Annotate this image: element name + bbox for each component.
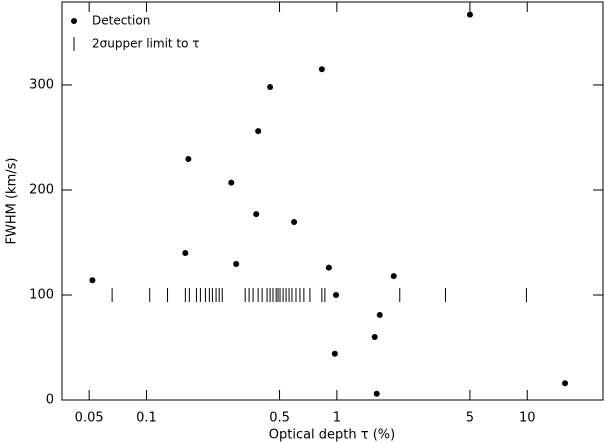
- point: [71, 18, 77, 24]
- point: [253, 211, 260, 218]
- y-axis-title: FWHM (km/s): [5, 158, 20, 245]
- point: [255, 128, 262, 135]
- point: [325, 264, 332, 271]
- point: [373, 390, 380, 397]
- x-axis-title: Optical depth τ (%): [269, 428, 395, 443]
- point: [466, 11, 473, 18]
- x-tick-label: 5: [466, 411, 474, 426]
- point: [331, 350, 338, 357]
- y-tick-label: 0: [46, 393, 54, 408]
- point: [371, 333, 378, 340]
- plot-frame: [61, 1, 604, 401]
- x-tick-label: 0.1: [136, 411, 157, 426]
- x-tick-label: 0.05: [75, 411, 104, 426]
- y-tick-label: 200: [29, 182, 54, 197]
- y-tick-label: 100: [29, 287, 54, 302]
- y-tick-label: 300: [29, 77, 54, 92]
- point: [376, 311, 383, 318]
- point: [318, 66, 325, 73]
- point: [233, 261, 240, 268]
- point: [89, 277, 96, 284]
- legend-label: Detection: [92, 14, 150, 28]
- point: [182, 249, 189, 256]
- legend-label: 2σupper limit to τ: [92, 37, 200, 51]
- point: [267, 84, 274, 91]
- point: [228, 179, 235, 186]
- x-tick-label: 1: [333, 411, 341, 426]
- point: [291, 219, 298, 226]
- x-tick-label: 10: [519, 411, 536, 426]
- point: [333, 291, 340, 298]
- x-tick-label: 0.5: [269, 411, 290, 426]
- point: [562, 380, 569, 387]
- point: [390, 273, 397, 280]
- point: [185, 155, 192, 162]
